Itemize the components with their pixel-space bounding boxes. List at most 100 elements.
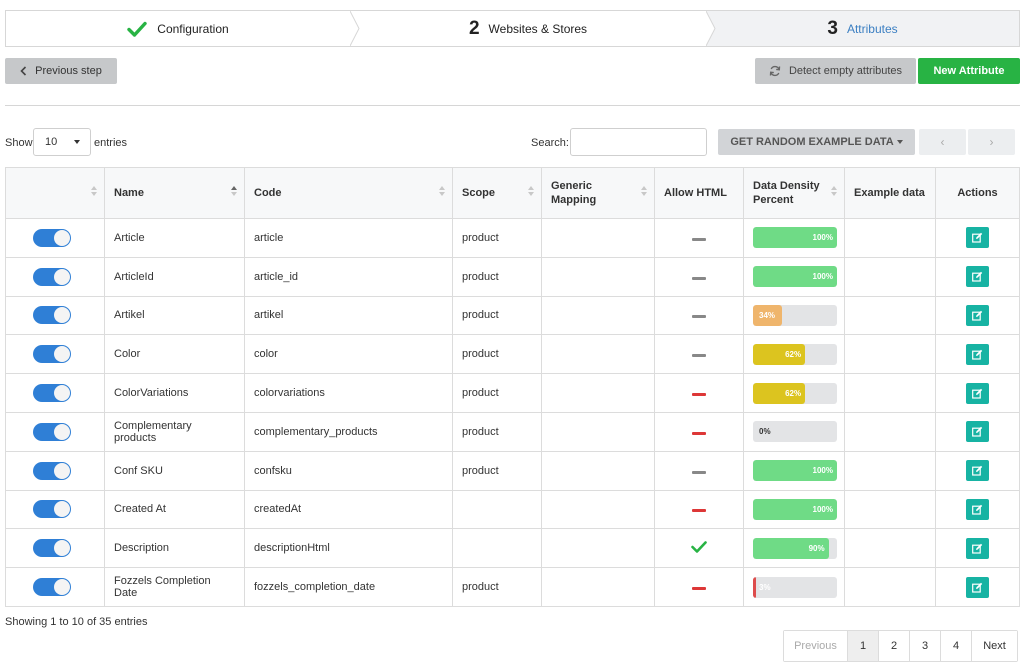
generic-mapping-cell[interactable] <box>541 218 655 258</box>
pagination-page-4[interactable]: 4 <box>941 631 972 661</box>
density-bar-fill <box>753 343 806 365</box>
data-density-cell: 100% <box>743 218 845 258</box>
edit-button[interactable] <box>966 227 989 249</box>
column-header-generic-mapping[interactable]: Generic Mapping <box>541 167 655 219</box>
allow-html-cell[interactable] <box>654 528 744 569</box>
code-cell: descriptionHtml <box>244 528 453 569</box>
data-density-cell: 34% <box>743 296 845 336</box>
generic-mapping-cell[interactable] <box>541 412 655 452</box>
edit-button[interactable] <box>966 382 989 404</box>
edit-icon <box>972 388 983 399</box>
allow-html-cell[interactable] <box>654 373 744 413</box>
enable-toggle[interactable] <box>33 267 71 286</box>
allow-html-cell[interactable] <box>654 218 744 258</box>
chevron-left-icon <box>20 66 27 76</box>
column-header-toggle[interactable] <box>5 167 105 219</box>
density-bar-fill <box>753 460 837 482</box>
code-cell: confsku <box>244 451 453 491</box>
enable-toggle[interactable] <box>33 228 71 247</box>
pagination-next-button[interactable]: Next <box>972 631 1017 661</box>
page-length-select[interactable]: 10 <box>33 128 91 156</box>
search-input[interactable] <box>570 128 707 156</box>
code-cell: createdAt <box>244 490 453 530</box>
pagination-page-3[interactable]: 3 <box>910 631 941 661</box>
enable-toggle[interactable] <box>33 539 71 558</box>
get-random-example-data-button[interactable]: GET RANDOM EXAMPLE DATA <box>718 129 915 155</box>
detect-empty-label: Detect empty attributes <box>788 65 903 77</box>
pagination-page-1[interactable]: 1 <box>848 631 879 661</box>
scope-cell <box>452 528 542 569</box>
edit-button[interactable] <box>966 460 989 482</box>
column-header-data-density[interactable]: Data Density Percent <box>743 167 845 219</box>
toggle-cell <box>5 218 105 258</box>
generic-mapping-cell[interactable] <box>541 296 655 336</box>
column-header-code[interactable]: Code <box>244 167 453 219</box>
enable-toggle[interactable] <box>33 461 71 480</box>
column-header-scope[interactable]: Scope <box>452 167 542 219</box>
wizard-step-label: Configuration <box>157 21 229 36</box>
detect-empty-attributes-button[interactable]: Detect empty attributes <box>755 58 916 84</box>
density-bar-fill <box>753 266 837 288</box>
pagination-page-2[interactable]: 2 <box>879 631 910 661</box>
wizard-step-configuration[interactable]: Configuration <box>6 11 360 46</box>
generic-mapping-cell[interactable] <box>541 567 655 607</box>
refresh-icon <box>769 65 781 77</box>
toggle-cell <box>5 296 105 336</box>
allow-html-cell[interactable] <box>654 257 744 297</box>
wizard-step-websites[interactable]: 2 Websites & Stores <box>350 11 716 46</box>
toggle-cell <box>5 257 105 297</box>
dash-red-icon <box>692 393 706 397</box>
density-label: 3% <box>759 582 771 592</box>
new-attribute-button[interactable]: New Attribute <box>918 58 1020 84</box>
toggle-knob <box>54 346 70 363</box>
edit-button[interactable] <box>966 537 989 559</box>
entries-label: entries <box>94 137 128 149</box>
enable-toggle[interactable] <box>33 306 71 325</box>
wizard-step-attributes[interactable]: 3 Attributes <box>706 11 1019 46</box>
enable-toggle[interactable] <box>33 345 71 364</box>
wizard-step-label: Attributes <box>846 21 898 36</box>
edit-icon <box>972 426 983 437</box>
enable-toggle[interactable] <box>33 500 71 519</box>
example-prev-button[interactable]: ‹ <box>919 129 966 155</box>
allow-html-cell[interactable] <box>654 412 744 452</box>
allow-html-cell[interactable] <box>654 451 744 491</box>
column-header-name[interactable]: Name <box>104 167 245 219</box>
example-next-button[interactable]: › <box>968 129 1015 155</box>
name-cell: Color <box>104 334 245 375</box>
generic-mapping-cell[interactable] <box>541 334 655 375</box>
generic-mapping-cell[interactable] <box>541 490 655 530</box>
previous-step-button[interactable]: Previous step <box>5 58 117 84</box>
density-bar: 34% <box>753 304 837 326</box>
edit-button[interactable] <box>966 343 989 365</box>
generic-mapping-cell[interactable] <box>541 451 655 491</box>
sort-icon <box>91 186 97 196</box>
enable-toggle[interactable] <box>33 384 71 403</box>
toggle-cell <box>5 373 105 413</box>
table-row: Article article product 100% <box>5 218 1020 258</box>
generic-mapping-cell[interactable] <box>541 257 655 297</box>
code-cell: fozzels_completion_date <box>244 567 453 607</box>
edit-button[interactable] <box>966 266 989 288</box>
allow-html-cell[interactable] <box>654 334 744 375</box>
allow-html-cell[interactable] <box>654 296 744 336</box>
data-density-cell: 3% <box>743 567 845 607</box>
data-density-cell: 100% <box>743 490 845 530</box>
toggle-knob <box>54 385 70 402</box>
edit-button[interactable] <box>966 498 989 520</box>
scope-cell: product <box>452 257 542 297</box>
edit-button[interactable] <box>966 304 989 326</box>
toggle-knob <box>54 423 70 440</box>
allow-html-cell[interactable] <box>654 567 744 607</box>
generic-mapping-cell[interactable] <box>541 373 655 413</box>
show-label: Show <box>5 137 33 149</box>
allow-html-cell[interactable] <box>654 490 744 530</box>
edit-button[interactable] <box>966 576 989 598</box>
edit-button[interactable] <box>966 421 989 443</box>
actions-cell <box>935 451 1020 491</box>
generic-mapping-cell[interactable] <box>541 528 655 569</box>
table-row: Fozzels Completion Date fozzels_completio… <box>5 567 1020 607</box>
enable-toggle[interactable] <box>33 578 71 597</box>
enable-toggle[interactable] <box>33 422 71 441</box>
pagination-previous-button[interactable]: Previous <box>784 631 848 661</box>
